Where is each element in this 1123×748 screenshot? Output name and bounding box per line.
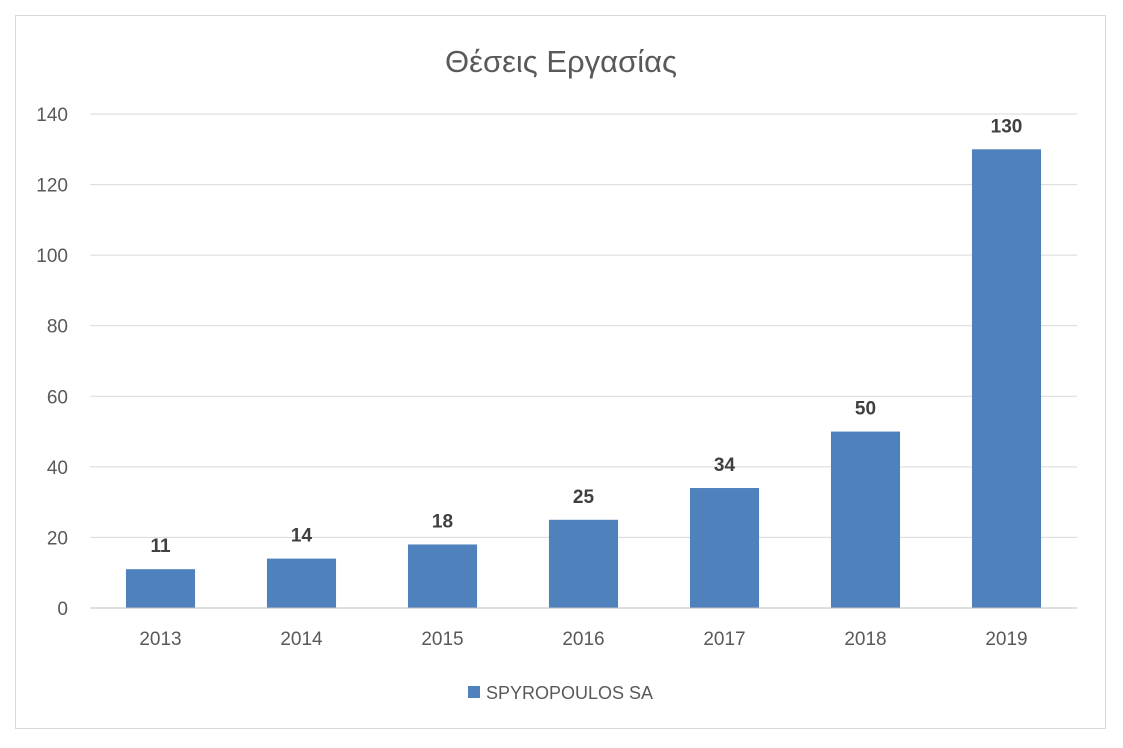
bar-2013 [125,569,196,608]
x-tick-label-2013: 2013 [139,629,181,650]
x-tick-label-2016: 2016 [562,629,604,650]
data-label-2017: 34 [714,455,736,476]
y-tick-label: 140 [36,105,68,126]
legend-label: SPYROPOULOS SA [486,683,653,703]
data-label-2016: 25 [573,487,595,508]
data-label-2014: 14 [291,526,313,547]
bar-2018 [830,431,901,608]
bar-2014 [266,558,337,608]
bar-2017 [689,488,760,608]
gridlines [90,113,1077,538]
y-tick-label: 60 [47,387,68,408]
chart-frame [15,15,1106,729]
x-tick-label-2014: 2014 [280,629,323,650]
y-tick-label: 40 [47,458,68,479]
x-tick-label-2019: 2019 [985,629,1027,650]
data-labels: 11 14 18 25 34 50 130 [150,116,1022,557]
chart-title: Θέσεις Εργασίας [445,44,677,79]
data-label-2019: 130 [991,116,1023,137]
bar-2019 [971,149,1042,609]
x-axis-ticks: 2013 2014 2015 2016 2017 2018 2019 [139,629,1027,650]
y-axis-ticks: 0 20 40 60 80 100 120 140 [36,105,68,620]
y-tick-label: 80 [47,317,68,338]
bar-2016 [548,519,619,608]
bars [125,149,1042,609]
y-tick-label: 0 [57,599,68,620]
y-tick-label: 100 [36,246,68,267]
x-tick-label-2018: 2018 [844,629,886,650]
bar-2015 [407,544,478,608]
y-tick-label: 120 [36,176,68,197]
data-label-2018: 50 [855,399,876,420]
legend: SPYROPOULOS SA [468,683,653,703]
x-tick-label-2015: 2015 [421,629,463,650]
data-label-2013: 11 [150,536,171,557]
y-tick-label: 20 [47,528,68,549]
x-tick-label-2017: 2017 [703,629,745,650]
legend-swatch [468,686,480,698]
data-label-2015: 18 [432,511,453,532]
